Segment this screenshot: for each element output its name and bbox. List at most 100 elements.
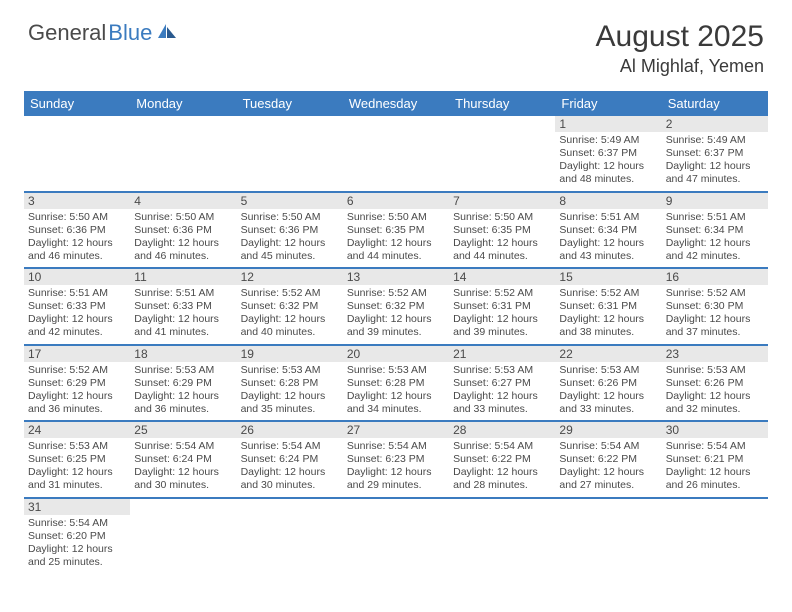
day-details: Sunrise: 5:53 AMSunset: 6:26 PMDaylight:… xyxy=(559,364,657,417)
day-cell: 28Sunrise: 5:54 AMSunset: 6:22 PMDayligh… xyxy=(449,422,555,497)
day-cell xyxy=(237,499,343,574)
day-cell xyxy=(130,116,236,191)
day-cell xyxy=(24,116,130,191)
day-number xyxy=(130,499,236,515)
day-cell: 7 Sunrise: 5:50 AMSunset: 6:35 PMDaylight… xyxy=(449,193,555,268)
day-number xyxy=(449,116,555,132)
day-cell: 9 Sunrise: 5:51 AMSunset: 6:34 PMDaylight… xyxy=(662,193,768,268)
day-details: Sunrise: 5:51 AMSunset: 6:34 PMDaylight:… xyxy=(666,211,764,264)
day-cell: 5Sunrise: 5:50 AMSunset: 6:36 PMDaylight… xyxy=(237,193,343,268)
day-cell: 31 Sunrise: 5:54 AMSunset: 6:20 PMDayligh… xyxy=(24,499,130,574)
day-details: Sunrise: 5:54 AMSunset: 6:20 PMDaylight:… xyxy=(28,517,126,570)
day-number: 25 xyxy=(130,422,236,438)
day-number: 21 xyxy=(449,346,555,362)
day-header: Saturday xyxy=(662,91,768,116)
day-number xyxy=(130,116,236,132)
day-number: 20 xyxy=(343,346,449,362)
day-cell xyxy=(343,116,449,191)
day-number: 18 xyxy=(130,346,236,362)
day-cell: 14 Sunrise: 5:52 AMSunset: 6:31 PMDayligh… xyxy=(449,269,555,344)
day-number: 26 xyxy=(237,422,343,438)
day-cell: 25 Sunrise: 5:54 AMSunset: 6:24 PMDayligh… xyxy=(130,422,236,497)
day-cell: 27Sunrise: 5:54 AMSunset: 6:23 PMDayligh… xyxy=(343,422,449,497)
day-number: 23 xyxy=(662,346,768,362)
day-details: Sunrise: 5:53 AMSunset: 6:27 PMDaylight:… xyxy=(453,364,551,417)
day-cell: 6 Sunrise: 5:50 AMSunset: 6:35 PMDaylight… xyxy=(343,193,449,268)
day-cell xyxy=(130,499,236,574)
day-number: 27 xyxy=(343,422,449,438)
day-header-row: SundayMondayTuesdayWednesdayThursdayFrid… xyxy=(24,91,768,116)
day-cell: 12 Sunrise: 5:52 AMSunset: 6:32 PMDayligh… xyxy=(237,269,343,344)
day-header: Monday xyxy=(130,91,236,116)
day-number: 31 xyxy=(24,499,130,515)
day-number xyxy=(237,116,343,132)
day-details: Sunrise: 5:51 AMSunset: 6:34 PMDaylight:… xyxy=(559,211,657,264)
header: General Blue August 2025 Al Mighlaf, Yem… xyxy=(0,0,792,85)
day-number: 12 xyxy=(237,269,343,285)
day-details: Sunrise: 5:54 AMSunset: 6:22 PMDaylight:… xyxy=(559,440,657,493)
logo-text-blue: Blue xyxy=(108,20,152,46)
day-details: Sunrise: 5:54 AMSunset: 6:21 PMDaylight:… xyxy=(666,440,764,493)
day-details: Sunrise: 5:53 AMSunset: 6:29 PMDaylight:… xyxy=(134,364,232,417)
day-cell xyxy=(662,499,768,574)
day-number: 29 xyxy=(555,422,661,438)
day-header: Wednesday xyxy=(343,91,449,116)
day-details: Sunrise: 5:52 AMSunset: 6:31 PMDaylight:… xyxy=(559,287,657,340)
day-cell: 22Sunrise: 5:53 AMSunset: 6:26 PMDayligh… xyxy=(555,346,661,421)
day-number: 7 xyxy=(449,193,555,209)
day-cell: 8 Sunrise: 5:51 AMSunset: 6:34 PMDaylight… xyxy=(555,193,661,268)
day-number: 30 xyxy=(662,422,768,438)
day-details: Sunrise: 5:52 AMSunset: 6:31 PMDaylight:… xyxy=(453,287,551,340)
day-cell: 20Sunrise: 5:53 AMSunset: 6:28 PMDayligh… xyxy=(343,346,449,421)
day-details: Sunrise: 5:54 AMSunset: 6:24 PMDaylight:… xyxy=(134,440,232,493)
title-block: August 2025 Al Mighlaf, Yemen xyxy=(596,20,764,77)
day-cell: 4Sunrise: 5:50 AMSunset: 6:36 PMDaylight… xyxy=(130,193,236,268)
day-details: Sunrise: 5:51 AMSunset: 6:33 PMDaylight:… xyxy=(28,287,126,340)
day-details: Sunrise: 5:52 AMSunset: 6:29 PMDaylight:… xyxy=(28,364,126,417)
month-title: August 2025 xyxy=(596,20,764,54)
day-cell xyxy=(449,116,555,191)
day-number: 14 xyxy=(449,269,555,285)
day-cell: 15Sunrise: 5:52 AMSunset: 6:31 PMDayligh… xyxy=(555,269,661,344)
week-row: 10Sunrise: 5:51 AMSunset: 6:33 PMDayligh… xyxy=(24,269,768,346)
day-number: 24 xyxy=(24,422,130,438)
day-number: 6 xyxy=(343,193,449,209)
day-details: Sunrise: 5:52 AMSunset: 6:32 PMDaylight:… xyxy=(347,287,445,340)
day-cell: 30 Sunrise: 5:54 AMSunset: 6:21 PMDayligh… xyxy=(662,422,768,497)
day-header: Tuesday xyxy=(237,91,343,116)
day-cell: 16Sunrise: 5:52 AMSunset: 6:30 PMDayligh… xyxy=(662,269,768,344)
day-number: 13 xyxy=(343,269,449,285)
day-cell xyxy=(555,499,661,574)
day-number: 8 xyxy=(555,193,661,209)
day-number xyxy=(343,499,449,515)
day-header: Thursday xyxy=(449,91,555,116)
day-number: 16 xyxy=(662,269,768,285)
day-cell: 19 Sunrise: 5:53 AMSunset: 6:28 PMDayligh… xyxy=(237,346,343,421)
logo: General Blue xyxy=(28,20,178,46)
day-details: Sunrise: 5:50 AMSunset: 6:35 PMDaylight:… xyxy=(453,211,551,264)
day-cell: 21 Sunrise: 5:53 AMSunset: 6:27 PMDayligh… xyxy=(449,346,555,421)
day-cell xyxy=(449,499,555,574)
day-number xyxy=(343,116,449,132)
day-number: 5 xyxy=(237,193,343,209)
day-number: 19 xyxy=(237,346,343,362)
day-number: 3 xyxy=(24,193,130,209)
day-number: 1 xyxy=(555,116,661,132)
week-row: 1Sunrise: 5:49 AMSunset: 6:37 PMDaylight… xyxy=(24,116,768,193)
day-details: Sunrise: 5:50 AMSunset: 6:35 PMDaylight:… xyxy=(347,211,445,264)
day-number: 9 xyxy=(662,193,768,209)
day-header: Sunday xyxy=(24,91,130,116)
day-cell: 3Sunrise: 5:50 AMSunset: 6:36 PMDaylight… xyxy=(24,193,130,268)
logo-text-general: General xyxy=(28,20,106,46)
week-row: 31 Sunrise: 5:54 AMSunset: 6:20 PMDayligh… xyxy=(24,499,768,574)
day-cell xyxy=(343,499,449,574)
day-number: 17 xyxy=(24,346,130,362)
day-number xyxy=(24,116,130,132)
day-details: Sunrise: 5:52 AMSunset: 6:32 PMDaylight:… xyxy=(241,287,339,340)
day-cell xyxy=(237,116,343,191)
day-details: Sunrise: 5:54 AMSunset: 6:24 PMDaylight:… xyxy=(241,440,339,493)
calendar: SundayMondayTuesdayWednesdayThursdayFrid… xyxy=(24,91,768,573)
day-details: Sunrise: 5:53 AMSunset: 6:28 PMDaylight:… xyxy=(241,364,339,417)
day-number: 4 xyxy=(130,193,236,209)
day-header: Friday xyxy=(555,91,661,116)
